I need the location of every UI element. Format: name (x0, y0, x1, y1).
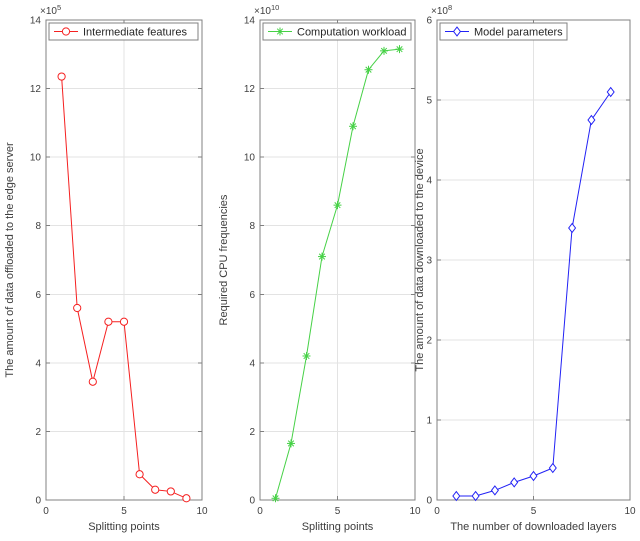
y-tick-label: 6 (249, 290, 255, 301)
y-tick-label: 12 (30, 84, 42, 95)
data-marker-diamond (529, 470, 538, 482)
data-marker-diamond (510, 477, 519, 488)
legend: Computation workload (262, 22, 412, 41)
legend-label: Model parameters (474, 26, 563, 38)
data-marker-asterisk (395, 45, 404, 54)
legend-box (48, 22, 199, 41)
data-marker-diamond (548, 462, 557, 474)
data-marker-asterisk (287, 439, 295, 448)
data-marker-circle (88, 377, 97, 386)
subplot-3: 0 5 10 0 1 2 3 4 5 6×108 Model parameters The numbe… (414, 3, 636, 533)
x-axis-label: The number of downloaded layers (450, 521, 617, 533)
y-tick-label: 4 (426, 176, 432, 187)
axis-ticks (259, 19, 416, 501)
grid-lines (45, 19, 203, 501)
y-tick-label: 14 (30, 16, 42, 27)
data-marker-circle (57, 72, 66, 81)
y-tick-label: 2 (249, 427, 255, 438)
y-axis-label: Required CPU frequencies (218, 194, 230, 325)
data-marker-asterisk (380, 46, 388, 55)
y-tick-label: 2 (35, 427, 41, 438)
y-tick-label: 0 (249, 496, 255, 507)
subplot-1: 0 5 10 0 2 4 6 8 10 12 14×105 Intermediate features… (4, 3, 208, 533)
x-tick-label: 5 (121, 506, 127, 517)
axis-ticks (45, 19, 203, 501)
data-marker-asterisk (364, 65, 373, 74)
y-tick-label: 0 (35, 496, 41, 507)
legend: Model parameters (439, 22, 568, 41)
data-marker-circle (61, 27, 71, 36)
data-marker-diamond (452, 490, 461, 502)
y-axis-exponent: ×105 (40, 3, 61, 17)
y-tick-label: 4 (249, 358, 255, 369)
legend-label: Intermediate features (83, 26, 187, 38)
x-axis-label: Splitting points (88, 521, 160, 533)
x-tick-label: 0 (257, 506, 263, 517)
x-tick-label: 0 (434, 506, 440, 517)
data-marker-circle (182, 494, 191, 503)
x-tick-label: 10 (409, 506, 421, 517)
data-marker-asterisk (276, 27, 284, 36)
data-marker-circle (166, 487, 175, 496)
grid-lines (436, 19, 631, 501)
data-marker-diamond (587, 114, 596, 126)
axis-ticks (436, 19, 631, 501)
y-axis-label: The amount of data offloaded to the edge… (4, 142, 16, 378)
subplot-2: 0 5 10 0 2 4 6 8 10 12 14×1010 Computation workload… (218, 3, 421, 533)
y-tick-label: 10 (30, 153, 42, 164)
data-marker-diamond (606, 86, 615, 98)
x-tick-label: 5 (335, 506, 341, 517)
y-tick-label: 6 (35, 290, 41, 301)
data-marker-asterisk (302, 352, 311, 360)
data-marker-asterisk (318, 252, 326, 261)
legend: Intermediate features (48, 22, 199, 41)
y-tick-label: 3 (426, 256, 432, 267)
y-tick-label: 6 (426, 16, 432, 27)
y-axis-exponent: ×108 (431, 3, 452, 17)
y-tick-label: 8 (35, 221, 41, 232)
data-marker-diamond (568, 222, 577, 234)
data-marker-circle (119, 317, 129, 326)
data-marker-circle (151, 485, 160, 494)
data-marker-asterisk (349, 122, 357, 131)
x-tick-label: 0 (43, 506, 49, 517)
legend-box (262, 22, 412, 41)
y-tick-label: 4 (35, 358, 41, 369)
data-marker-asterisk (271, 494, 280, 503)
data-marker-circle (73, 303, 82, 313)
data-marker-circle (135, 470, 144, 479)
data-marker-circle (104, 317, 113, 326)
data-marker-diamond (471, 490, 480, 502)
y-tick-label: 2 (426, 336, 432, 347)
x-tick-label: 10 (624, 506, 636, 517)
legend-box (439, 22, 568, 41)
y-axis-label: The amount of data downloaded to the dev… (414, 148, 426, 371)
data-marker-diamond (490, 485, 499, 496)
y-tick-label: 10 (244, 153, 256, 164)
data-marker-asterisk (333, 201, 342, 210)
x-tick-label: 5 (531, 506, 537, 517)
y-tick-label: 1 (426, 416, 432, 427)
y-tick-label: 14 (244, 16, 256, 27)
y-tick-label: 5 (426, 96, 432, 107)
legend-label: Computation workload (297, 26, 406, 38)
y-tick-label: 0 (426, 496, 432, 507)
grid-lines (259, 19, 416, 501)
x-axis-label: Splitting points (302, 521, 374, 533)
y-tick-label: 12 (244, 84, 256, 95)
x-tick-label: 10 (196, 506, 208, 517)
y-axis-exponent: ×1010 (254, 3, 279, 17)
data-marker-diamond (452, 26, 462, 37)
y-tick-label: 8 (249, 221, 255, 232)
